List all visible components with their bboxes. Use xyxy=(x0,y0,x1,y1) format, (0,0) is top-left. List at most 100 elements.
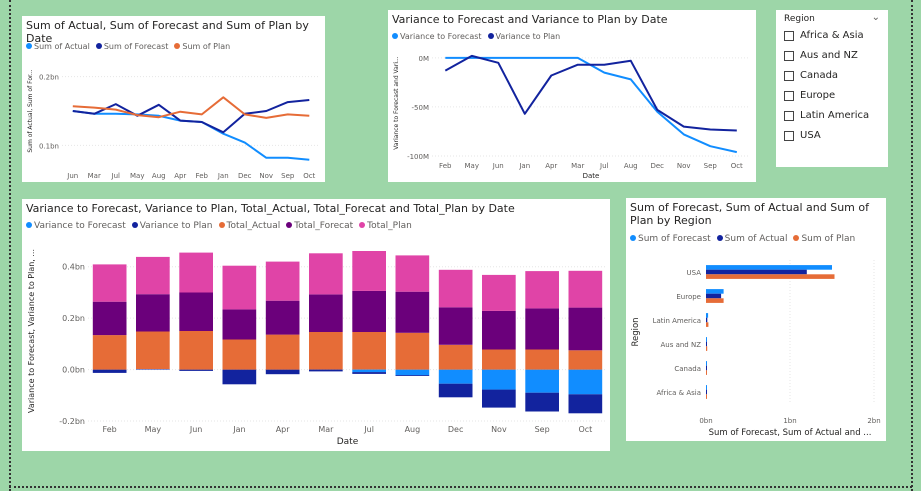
bar-segment xyxy=(136,294,170,332)
legend-marker xyxy=(793,235,800,241)
slicer-item[interactable]: Aus and NZ xyxy=(784,50,858,61)
bar-segment xyxy=(309,332,343,370)
slicer-item[interactable]: Latin America xyxy=(784,110,869,121)
legend-marker xyxy=(392,33,398,39)
bar-segment xyxy=(309,253,343,295)
x-tick-label: Dec xyxy=(650,162,664,170)
legend-marker xyxy=(487,33,494,39)
bar-segment xyxy=(179,292,213,331)
chevron-down-icon[interactable]: ⌄ xyxy=(871,12,880,23)
legend-item[interactable]: Sum of Plan xyxy=(174,42,230,51)
slicer-item[interactable]: USA xyxy=(784,130,821,141)
bar-segment xyxy=(265,369,300,375)
y-tick-label: 0.2bn xyxy=(62,314,85,323)
x-tick-label: Nov xyxy=(491,425,507,434)
bar-segment xyxy=(395,375,430,376)
bar-segment xyxy=(568,270,603,308)
bar-segment xyxy=(222,339,257,370)
bar-segment xyxy=(352,372,386,374)
legend-item[interactable]: Total_Actual xyxy=(218,221,280,231)
y-axis-title: Region xyxy=(631,317,641,346)
legend-item[interactable]: Sum of Actual xyxy=(716,234,788,244)
bar-segment xyxy=(438,383,473,398)
legend-marker xyxy=(26,222,32,228)
x-tick-label: Jun xyxy=(189,425,203,434)
legend-item[interactable]: Variance to Forecast xyxy=(26,221,126,231)
x-tick-label: Jun xyxy=(66,172,78,180)
bar xyxy=(706,370,707,375)
chart-legend: Sum of Actual Sum of Forecast Sum of Plan xyxy=(26,42,236,51)
legend-item[interactable]: Sum of Actual xyxy=(26,42,90,51)
checkbox[interactable] xyxy=(784,30,794,41)
x-tick-label: Jul xyxy=(363,425,374,434)
legend-item[interactable]: Sum of Forecast xyxy=(95,42,168,51)
bar-segment xyxy=(395,332,430,370)
legend-item[interactable]: Total_Plan xyxy=(359,221,412,231)
x-tick-label: 1bn xyxy=(783,417,796,425)
legend-marker xyxy=(26,43,32,49)
legend-item[interactable]: Variance to Plan xyxy=(131,221,213,231)
checkbox[interactable] xyxy=(784,50,794,61)
checkbox[interactable] xyxy=(784,70,794,81)
region-bar-chart[interactable]: Sum of Forecast, Sum of Actual and Sum o… xyxy=(626,198,886,441)
bar-segment xyxy=(179,331,213,370)
checkbox[interactable] xyxy=(784,110,794,121)
bar xyxy=(706,361,707,366)
x-axis-title: Date xyxy=(583,172,600,180)
x-tick-label: May xyxy=(465,162,479,170)
variance-line-chart[interactable]: Variance to Forecast and Variance to Pla… xyxy=(388,10,756,182)
bar-segment xyxy=(265,334,300,370)
bar-segment xyxy=(309,294,343,332)
x-tick-label: Sep xyxy=(704,162,718,170)
checkbox[interactable] xyxy=(784,90,794,101)
bar-segment xyxy=(395,255,430,292)
page-border-right xyxy=(911,0,913,491)
slicer-item[interactable]: Africa & Asia xyxy=(784,30,864,41)
slicer-item[interactable]: Canada xyxy=(784,70,838,81)
bar-segment xyxy=(568,369,603,395)
x-tick-label: Aug xyxy=(152,172,166,180)
bar xyxy=(706,313,709,318)
legend-marker xyxy=(716,235,723,241)
x-tick-label: Aug xyxy=(624,162,638,170)
bar-segment xyxy=(525,392,559,412)
legend-item[interactable]: Total_Forecat xyxy=(286,221,353,231)
bar-segment xyxy=(309,369,343,372)
legend-item[interactable]: Sum of Forecast xyxy=(630,234,711,244)
legend-item[interactable]: Variance to Plan xyxy=(487,32,560,41)
bar-segment xyxy=(525,308,559,350)
bar xyxy=(706,293,722,299)
legend-label: Sum of Plan xyxy=(182,42,231,51)
legend-label: Sum of Actual xyxy=(34,42,90,51)
variance-totals-stacked-chart[interactable]: Variance to Forecast, Variance to Plan, … xyxy=(22,199,610,451)
bar-segment xyxy=(568,394,603,414)
legend-item[interactable]: Sum of Plan xyxy=(793,234,855,244)
region-slicer[interactable]: Region ⌄ Africa & Asia Aus and NZ Canada… xyxy=(776,10,888,167)
x-tick-label: Mar xyxy=(318,425,334,434)
legend-label: Sum of Forecast xyxy=(638,234,711,244)
x-axis-title: Sum of Forecast, Sum of Actual and ... xyxy=(709,428,872,438)
y-tick-label: USA xyxy=(687,269,702,277)
x-tick-label: Oct xyxy=(731,162,743,170)
y-tick-label: Latin America xyxy=(653,317,701,325)
bar xyxy=(706,389,707,395)
bar xyxy=(706,274,835,279)
slicer-item[interactable]: Europe xyxy=(784,90,835,101)
x-tick-label: Sep xyxy=(281,172,295,180)
bar-segment xyxy=(179,369,213,371)
bar xyxy=(706,341,707,347)
legend-label: Sum of Actual xyxy=(724,234,788,244)
bar-segment xyxy=(352,251,386,291)
chart-plot: 0M -50M -100M Feb May Jun Jan Apr Mar Jul Aug Dec No… xyxy=(393,55,750,180)
checkbox[interactable] xyxy=(784,130,794,141)
actual-forecast-plan-line-chart[interactable]: Sum of Actual, Sum of Forecast and Sum o… xyxy=(22,16,325,182)
y-tick-label: 0.0bn xyxy=(62,366,85,375)
legend-marker xyxy=(359,222,366,228)
bar-segment xyxy=(568,307,603,351)
bar xyxy=(706,289,724,294)
chart-title: Variance to Forecast, Variance to Plan, … xyxy=(26,202,515,215)
bar-segment xyxy=(136,331,170,369)
bar-segment xyxy=(136,369,170,370)
bar-segment xyxy=(352,369,386,373)
legend-item[interactable]: Variance to Forecast xyxy=(392,32,482,41)
